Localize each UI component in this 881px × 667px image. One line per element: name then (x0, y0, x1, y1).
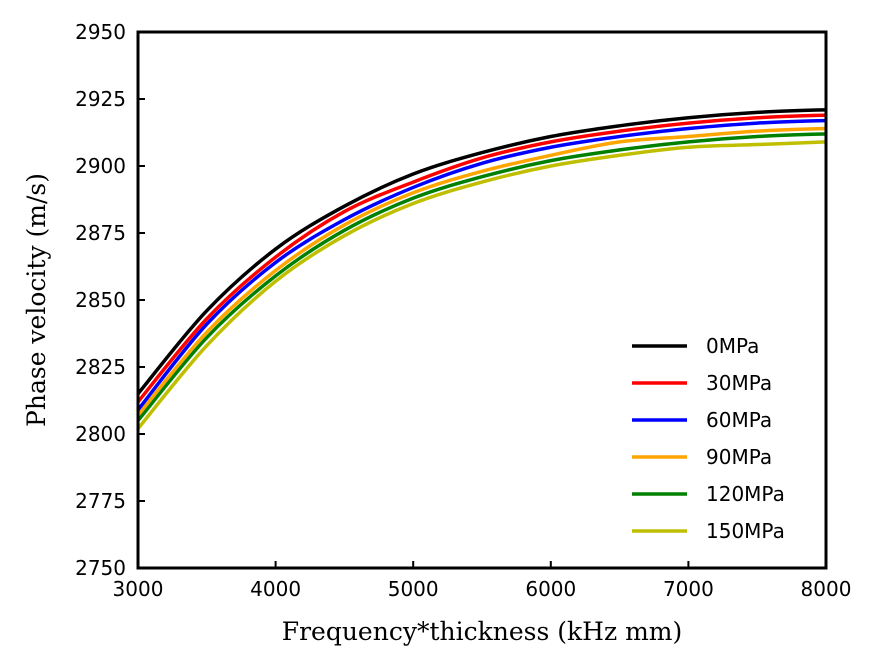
y-tick-label: 2950 (75, 20, 126, 44)
series-line-60MPa (136, 118, 827, 411)
y-tick-label: 2800 (75, 422, 126, 446)
y-axis: 2750 2775 2800 2825 2850 2875 2900 2925 2950 (75, 20, 145, 580)
series-line-0MPa (136, 107, 827, 395)
legend: 0MPa 30MPa 60MPa 90MPa 120MPa 150MPa (632, 334, 785, 543)
legend-label-120MPa: 120MPa (706, 482, 785, 506)
x-tick-label: 8000 (801, 577, 852, 601)
legend-label-60MPa: 60MPa (706, 408, 772, 432)
legend-label-30MPa: 30MPa (706, 371, 772, 395)
x-tick-label: 7000 (663, 577, 714, 601)
series-line-90MPa (136, 126, 827, 417)
y-axis-title: Phase velocity (m/s) (22, 173, 51, 427)
y-tick-label: 2750 (75, 556, 126, 580)
x-axis-title: Frequency*thickness (kHz mm) (282, 617, 683, 646)
series-line-30MPa (136, 113, 827, 403)
series-layer (136, 107, 827, 430)
y-tick-label: 2775 (75, 489, 126, 513)
x-tick-label: 5000 (388, 577, 439, 601)
x-tick-label: 6000 (525, 577, 576, 601)
y-tick-label: 2875 (75, 221, 126, 245)
y-tick-label: 2925 (75, 87, 126, 111)
series-line-120MPa (136, 132, 827, 422)
legend-label-150MPa: 150MPa (706, 519, 785, 543)
x-tick-label: 4000 (250, 577, 301, 601)
legend-label-90MPa: 90MPa (706, 445, 772, 469)
x-tick-label: 3000 (113, 577, 164, 601)
series-line-150MPa (136, 140, 827, 430)
legend-label-0MPa: 0MPa (706, 334, 759, 358)
y-tick-label: 2900 (75, 154, 126, 178)
y-tick-label: 2850 (75, 288, 126, 312)
x-axis: 3000 4000 5000 6000 7000 8000 (113, 561, 852, 601)
y-tick-label: 2825 (75, 355, 126, 379)
